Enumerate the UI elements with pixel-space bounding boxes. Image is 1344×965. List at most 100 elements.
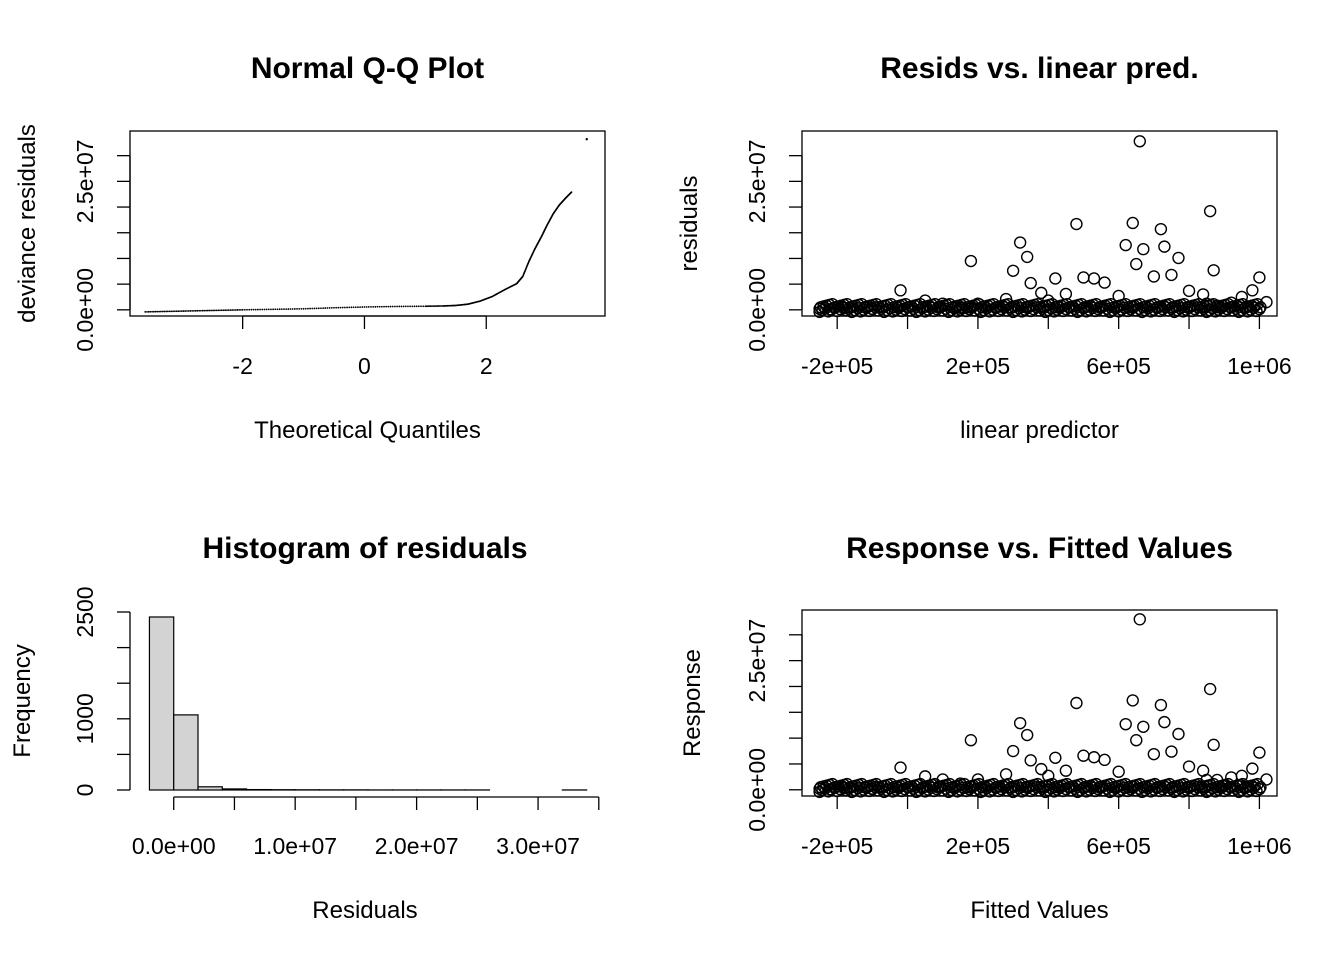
qq-point <box>274 308 276 310</box>
qq-point <box>226 309 228 311</box>
y-axis-label: deviance residuals <box>14 124 41 323</box>
y-tick-label: 2500 <box>72 586 98 637</box>
data-point <box>1060 765 1071 776</box>
data-point <box>1078 272 1089 283</box>
qq-point <box>197 310 199 312</box>
y-tick-label: 0.0e+00 <box>744 748 770 832</box>
qq-point <box>416 305 418 307</box>
qq-point <box>223 309 225 311</box>
data-point <box>1099 754 1110 765</box>
qq-point <box>290 308 292 310</box>
y-tick-label: 2.5e+07 <box>72 139 98 223</box>
data-point <box>1148 749 1159 760</box>
qq-point <box>311 308 313 310</box>
chart-title: Histogram of residuals <box>202 532 527 565</box>
qq-point <box>379 306 381 308</box>
qq-point <box>279 308 281 310</box>
qq-point <box>237 309 239 311</box>
x-tick-label: -2 <box>232 353 252 379</box>
qq-point <box>250 309 252 311</box>
qq-point <box>253 309 255 311</box>
qq-point <box>303 308 305 310</box>
qq-point <box>266 309 268 311</box>
qq-point <box>368 306 370 308</box>
qq-point <box>169 310 171 312</box>
qq-point <box>361 306 363 308</box>
y-tick-label: 1000 <box>72 693 98 744</box>
qq-point <box>235 309 237 311</box>
qq-point <box>292 308 294 310</box>
qq-point <box>381 306 383 308</box>
data-point <box>1159 241 1170 252</box>
qq-point <box>259 309 261 311</box>
qq-point <box>322 307 324 309</box>
qq-point <box>158 311 160 313</box>
qq-point <box>418 305 420 307</box>
x-tick-label: 2e+05 <box>946 353 1011 379</box>
qq-point <box>387 306 389 308</box>
x-tick-label: 0.0e+00 <box>132 833 216 859</box>
qq-point <box>257 309 259 311</box>
qq-point <box>420 305 422 307</box>
data-point <box>1236 291 1247 302</box>
qq-point <box>190 310 192 312</box>
data-point <box>1015 237 1026 248</box>
qq-point <box>146 311 148 313</box>
qq-point <box>296 308 298 310</box>
qq-point <box>327 307 329 309</box>
data-point <box>1155 224 1166 235</box>
qq-point <box>270 308 272 310</box>
chart-title: Response vs. Fitted Values <box>846 532 1233 565</box>
qq-point <box>268 308 270 310</box>
qq-point <box>422 305 424 307</box>
data-point <box>1060 288 1071 299</box>
qq-point <box>184 310 186 312</box>
qq-point <box>205 310 207 312</box>
histogram-bar <box>198 787 222 790</box>
qq-point <box>242 309 244 311</box>
data-point <box>1134 136 1145 147</box>
qq-point <box>221 309 223 311</box>
data-point <box>1159 717 1170 728</box>
qq-point <box>320 307 322 309</box>
data-point <box>1036 764 1047 775</box>
histogram-bar <box>222 789 246 790</box>
qq-point <box>174 310 176 312</box>
qq-point <box>316 307 318 309</box>
qq-point <box>331 307 333 309</box>
data-point <box>1008 265 1019 276</box>
qq-point <box>248 309 250 311</box>
qq-point <box>264 309 266 311</box>
qq-point <box>344 307 346 309</box>
data-point <box>1184 761 1195 772</box>
qq-point <box>219 309 221 311</box>
qq-point <box>359 306 361 308</box>
qq-point <box>348 306 350 308</box>
qq-point <box>162 311 164 313</box>
data-point <box>1208 739 1219 750</box>
y-tick-label: 0.0e+00 <box>72 268 98 352</box>
qq-point <box>370 306 372 308</box>
qq-point <box>307 308 309 310</box>
data-point <box>1166 269 1177 280</box>
y-axis-label: Frequency <box>9 644 36 757</box>
qq-point <box>374 306 376 308</box>
qq-point <box>151 311 153 313</box>
qq-point <box>385 306 387 308</box>
histogram-bar <box>174 715 198 790</box>
qq-point <box>335 307 337 309</box>
data-point <box>1134 614 1145 625</box>
qq-point <box>198 310 200 312</box>
qq-point <box>377 306 379 308</box>
qq-point <box>414 305 416 307</box>
qq-point <box>401 306 403 308</box>
qq-point <box>233 309 235 311</box>
qq-point <box>318 307 320 309</box>
qq-point <box>200 310 202 312</box>
data-point <box>965 735 976 746</box>
qq-point <box>403 306 405 308</box>
data-point <box>1138 721 1149 732</box>
data-point <box>1131 259 1142 270</box>
qq-point <box>183 310 185 312</box>
qq-point <box>191 310 193 312</box>
